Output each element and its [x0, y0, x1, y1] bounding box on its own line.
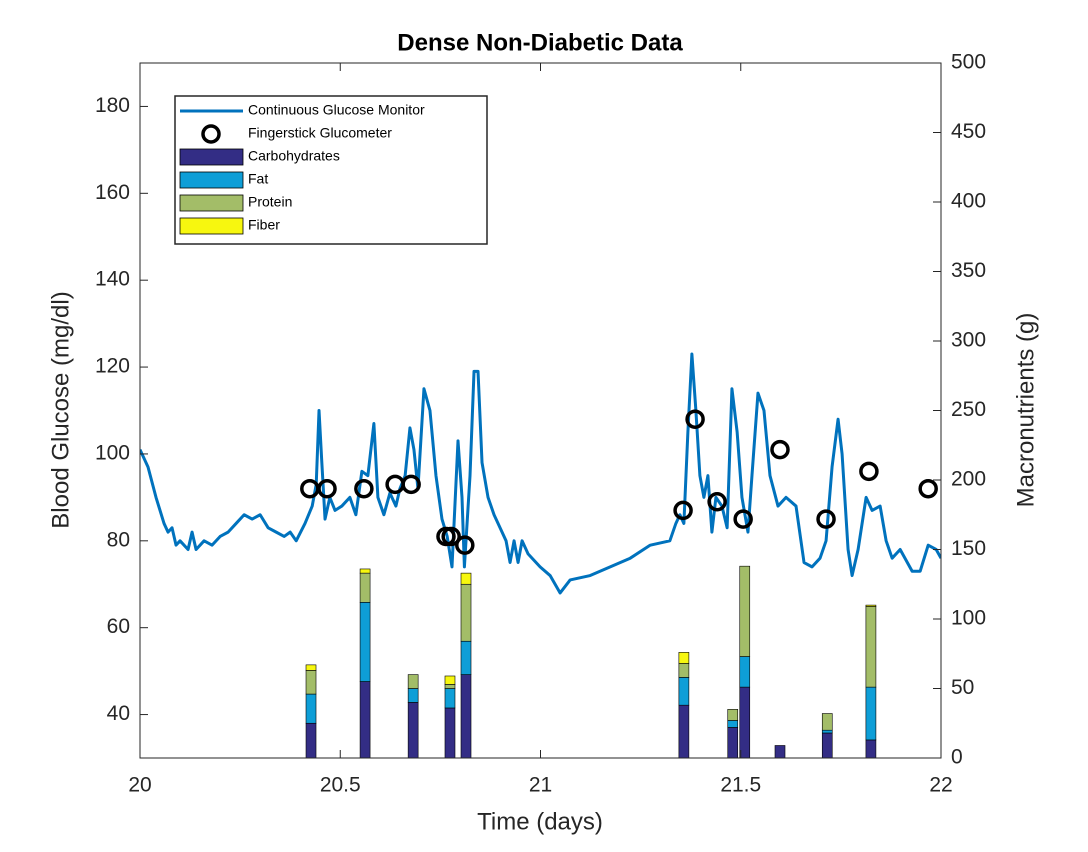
bar-segment	[678, 652, 690, 664]
bar-segment	[407, 674, 419, 689]
y-tick-label: 140	[95, 268, 130, 291]
y2-axis-label: Macronutrients (g)	[1012, 313, 1039, 508]
legend-label: Continuous Glucose Monitor	[248, 102, 425, 118]
legend-swatch	[201, 124, 221, 144]
legend-label: Fingerstick Glucometer	[248, 125, 392, 141]
bar-segment	[359, 602, 371, 682]
bar-segment	[444, 688, 456, 709]
y2-tick-label: 400	[951, 190, 986, 213]
bar-segment	[444, 684, 456, 689]
bar-segment	[727, 727, 739, 758]
bar-segment	[821, 732, 833, 758]
y2-tick-label: 50	[951, 676, 974, 699]
bar-segment	[460, 572, 472, 585]
bar-segment	[305, 693, 317, 724]
fingerstick-marker	[707, 491, 727, 512]
bar-segment	[359, 681, 371, 758]
bar-segment	[460, 583, 472, 642]
y2-tick-label: 350	[951, 259, 986, 282]
x-axis-label: Time (days)	[477, 808, 603, 835]
bar-segment	[407, 702, 419, 758]
y2-tick-label: 200	[951, 468, 986, 491]
bar-segment	[739, 656, 751, 688]
fingerstick-marker	[455, 535, 475, 555]
fingerstick-marker	[673, 500, 693, 521]
bar-segment	[407, 688, 419, 703]
y-tick-label: 100	[95, 441, 130, 464]
fingerstick-marker	[859, 461, 879, 482]
x-tick-label: 21.5	[720, 774, 761, 797]
y2-tick-label: 0	[951, 746, 963, 769]
y2-tick-label: 450	[951, 120, 986, 143]
bar-segment	[359, 568, 371, 574]
fingerstick-marker	[770, 439, 790, 460]
legend-label: Protein	[248, 194, 292, 210]
y2-tick-label: 150	[951, 537, 986, 560]
bar-segment	[821, 729, 833, 734]
x-tick-label: 21	[529, 774, 552, 797]
y-tick-label: 160	[95, 181, 130, 204]
bar-segment	[865, 606, 877, 688]
bar-segment	[305, 670, 317, 695]
fingerstick-marker	[401, 474, 421, 495]
bar-segment	[774, 745, 786, 758]
bar-segment	[865, 604, 877, 607]
bar-segment	[678, 663, 690, 678]
y2-tick-label: 250	[951, 398, 986, 421]
bar-segment	[739, 686, 751, 758]
y2-tick-label: 300	[951, 329, 986, 352]
fingerstick-marker	[816, 509, 836, 529]
fingerstick-marker	[685, 409, 705, 429]
y-tick-label: 80	[107, 528, 130, 551]
bar-segment	[865, 739, 877, 758]
fingerstick-marker	[441, 526, 461, 547]
bar-segment	[727, 709, 739, 721]
bar-segment	[865, 686, 877, 741]
x-tick-label: 22	[929, 774, 952, 797]
bar-segment	[727, 720, 739, 728]
legend-swatch	[179, 217, 244, 235]
bar-segment	[444, 675, 456, 685]
bar-segment	[444, 707, 456, 758]
bar-segment	[359, 572, 371, 603]
bar-segment	[821, 713, 833, 731]
x-tick-label: 20.5	[320, 774, 361, 797]
legend-swatch	[179, 171, 244, 189]
y-tick-label: 40	[107, 702, 130, 725]
bar-segment	[305, 722, 317, 758]
legend-label: Fiber	[248, 217, 280, 233]
bar-segment	[739, 565, 751, 657]
legend-label: Carbohydrates	[248, 148, 340, 164]
x-tick-label: 20	[128, 774, 151, 797]
y-axis-label: Blood Glucose (mg/dl)	[47, 291, 74, 528]
fingerstick-marker	[317, 478, 337, 499]
fingerstick-marker	[354, 478, 374, 499]
legend-label: Fat	[248, 171, 268, 187]
bar-segment	[678, 704, 690, 758]
fingerstick-marker	[733, 509, 753, 529]
legend-swatch	[179, 148, 244, 166]
plot-area	[140, 352, 941, 758]
legend-swatch	[179, 194, 244, 212]
bar-segment	[460, 674, 472, 758]
y2-tick-label: 500	[951, 51, 986, 74]
bar-segment	[305, 664, 317, 671]
fingerstick-marker	[918, 478, 938, 499]
chart-title: Dense Non-Diabetic Data	[397, 29, 683, 56]
cgm-line	[140, 352, 941, 595]
y-tick-label: 120	[95, 355, 130, 378]
y2-tick-label: 100	[951, 607, 986, 630]
bar-segment	[460, 640, 472, 675]
bar-segment	[678, 677, 690, 706]
y-tick-label: 180	[95, 94, 130, 117]
y-tick-label: 60	[107, 615, 130, 638]
